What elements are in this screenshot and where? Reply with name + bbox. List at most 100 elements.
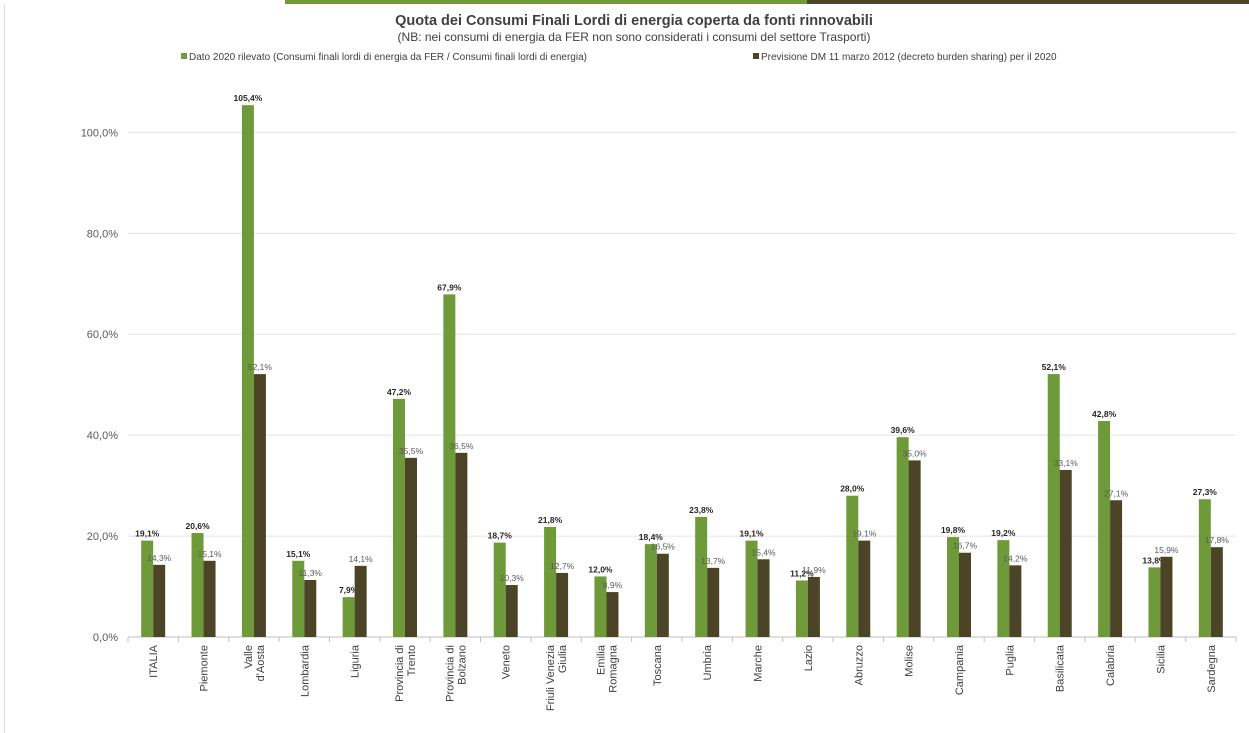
data-label: 105,4% [233, 93, 262, 103]
data-label: 11,3% [299, 568, 323, 578]
y-tick-label: 60,0% [87, 329, 118, 341]
data-label: 27,3% [1193, 487, 1218, 497]
data-label: 19,8% [941, 525, 966, 535]
chart-subtitle: (NB: nei consumi di energia da FER non s… [398, 30, 871, 44]
data-label: 18,4% [639, 532, 664, 542]
data-label: 42,8% [1092, 409, 1117, 419]
data-label: 16,7% [953, 541, 978, 551]
legend-label-series-2: Previsione DM 11 marzo 2012 (decreto bur… [761, 52, 1057, 63]
data-label: 11,2% [790, 568, 814, 578]
bar-rilevato [997, 540, 1010, 637]
x-tick-label: Friuli VeneziaGiulia [545, 644, 569, 711]
bar-previsione [1009, 565, 1022, 637]
bar-rilevato [1198, 499, 1211, 637]
bar-rilevato [141, 540, 154, 637]
chart-title: Quota dei Consumi Finali Lordi di energi… [395, 13, 873, 29]
bar-previsione [757, 559, 770, 637]
bar-previsione [1059, 469, 1072, 637]
data-label: 13,8% [1142, 555, 1167, 565]
bar-rilevato [1148, 567, 1161, 637]
data-label: 12,0% [588, 564, 613, 574]
data-label: 27,1% [1104, 488, 1129, 498]
bar-rilevato [493, 542, 506, 637]
data-label: 13,7% [701, 556, 726, 566]
bar-rilevato [795, 580, 808, 637]
data-label: 33,1% [1054, 458, 1079, 468]
data-label: 11,9% [802, 565, 826, 575]
data-label: 39,6% [891, 425, 916, 435]
y-tick-label: 40,0% [87, 430, 118, 442]
y-tick-label: 80,0% [87, 228, 118, 240]
y-tick-label: 20,0% [87, 531, 118, 543]
bars: 19,1% 14,3% 20,6% 15,1% 105,4% 52,1% 15,1% 11,3… [135, 93, 1229, 637]
bar-previsione [959, 552, 971, 637]
data-label: 36,5% [449, 441, 474, 451]
bar-previsione [405, 457, 417, 637]
data-label: 15,4% [751, 547, 776, 557]
bar-previsione [354, 565, 367, 637]
bar-rilevato [896, 437, 909, 637]
bar-rilevato [846, 495, 859, 637]
data-label: 15,1% [286, 549, 311, 559]
bar-previsione [606, 592, 619, 637]
x-tick-label: Toscana [652, 644, 664, 686]
x-tick-label: Umbria [702, 644, 714, 680]
legend-label-series-1: Dato 2020 rilevato (Consumi finali lordi… [189, 52, 587, 63]
x-tick-label: Basilicata [1055, 644, 1067, 692]
bar-previsione [455, 452, 468, 637]
data-label: 10,3% [500, 573, 525, 583]
data-label: 8,9% [603, 580, 623, 590]
chart-frame-border [4, 4, 5, 733]
top-accent-bar-dark [807, 0, 1249, 4]
x-tick-label: Marche [753, 645, 765, 682]
data-label: 52,1% [1042, 362, 1067, 372]
x-tick-label: Veneto [501, 645, 513, 679]
bar-previsione [153, 564, 166, 637]
data-label: 14,1% [349, 554, 374, 564]
data-label: 14,3% [147, 553, 172, 563]
data-label: 52,1% [248, 362, 273, 372]
bar-rilevato [594, 576, 607, 637]
data-label: 35,5% [399, 446, 424, 456]
y-tick-label: 0,0% [93, 632, 118, 644]
x-tick-label: Puglia [1004, 644, 1016, 675]
legend-swatch-series-2 [753, 53, 759, 59]
data-label: 23,8% [689, 505, 714, 515]
data-label: 19,1% [739, 529, 764, 539]
bar-previsione [556, 572, 569, 637]
bar-rilevato [241, 105, 254, 637]
bar-previsione [203, 560, 216, 637]
data-label: 7,9% [339, 585, 359, 595]
bar-rilevato [947, 537, 959, 637]
bar-rilevato [443, 294, 456, 637]
bar-rilevato [1047, 374, 1060, 637]
bar-previsione [1210, 547, 1223, 637]
data-label: 21,8% [538, 515, 563, 525]
bar-previsione [505, 585, 518, 637]
bar-rilevato [191, 533, 204, 637]
x-tick-label: Provincia diBolzano [444, 645, 468, 702]
bar-previsione [858, 540, 871, 637]
data-label: 19,2% [991, 528, 1016, 538]
data-label: 28,0% [840, 484, 865, 494]
data-label: 14,2% [1003, 553, 1028, 563]
legend: Dato 2020 rilevato (Consumi finali lordi… [181, 52, 1057, 63]
x-tick-label: Sicilia [1155, 644, 1167, 674]
y-tick-label: 100,0% [81, 127, 119, 139]
bar-rilevato [695, 516, 708, 637]
x-tick-label: ITALIA [148, 644, 160, 677]
bar-previsione [807, 576, 820, 637]
data-label: 15,9% [1154, 545, 1179, 555]
x-tick-label: Lazio [803, 645, 815, 671]
x-tick-label: Piemonte [199, 645, 211, 691]
data-label: 47,2% [387, 387, 412, 397]
legend-swatch-series-1 [181, 53, 187, 59]
top-accent-bar-green [285, 0, 807, 4]
bar-previsione [707, 567, 720, 637]
bar-rilevato [342, 597, 355, 637]
bar-rilevato [292, 560, 305, 637]
x-tick-label: Lombardia [299, 644, 311, 697]
bar-previsione [656, 553, 669, 637]
x-tick-label: Molise [904, 645, 916, 677]
